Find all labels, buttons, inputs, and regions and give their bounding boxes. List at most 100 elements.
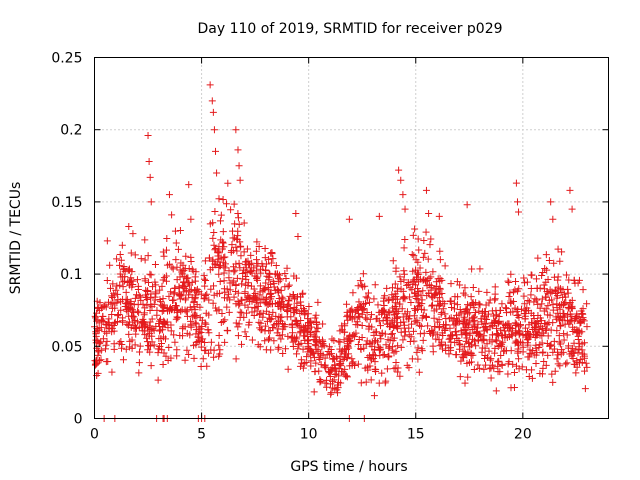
data-point [389, 321, 397, 329]
data-point [210, 353, 218, 361]
data-point [187, 253, 195, 261]
data-point [571, 360, 579, 368]
data-point [397, 176, 405, 184]
data-point [581, 385, 589, 393]
data-point [158, 302, 166, 310]
data-point [274, 345, 282, 353]
data-point [383, 365, 391, 373]
data-point [483, 288, 491, 296]
data-point [394, 342, 402, 350]
data-point [581, 367, 589, 375]
data-point [243, 245, 251, 253]
data-point [210, 282, 218, 290]
data-point [497, 326, 505, 334]
data-point [191, 312, 199, 320]
data-point [343, 300, 351, 308]
data-point [180, 278, 188, 286]
data-point [363, 337, 371, 345]
data-point [389, 343, 397, 351]
data-point [254, 341, 262, 349]
data-point [226, 279, 234, 287]
data-point [559, 310, 567, 318]
data-point [127, 249, 135, 257]
data-point [532, 341, 540, 349]
data-point [316, 375, 324, 383]
data-point [262, 346, 270, 354]
data-point [572, 369, 580, 377]
data-point [418, 345, 426, 353]
data-point [105, 298, 113, 306]
data-point [195, 325, 203, 333]
data-point [428, 302, 436, 310]
data-point [181, 306, 189, 314]
data-point [541, 264, 549, 272]
data-point [312, 345, 320, 353]
data-point [553, 327, 561, 335]
data-point [259, 313, 267, 321]
data-point [215, 195, 223, 203]
data-point [136, 342, 144, 350]
data-point [95, 339, 103, 347]
data-point [188, 278, 196, 286]
data-point [378, 369, 386, 377]
x-axis-label: GPS time / hours [290, 459, 407, 475]
data-point [504, 370, 512, 378]
data-point [427, 273, 435, 281]
data-point [381, 292, 389, 300]
data-point [310, 332, 318, 340]
data-point [120, 277, 128, 285]
data-point [252, 247, 260, 255]
data-point [502, 304, 510, 312]
data-point [428, 301, 436, 309]
data-point [108, 293, 116, 301]
data-point [376, 351, 384, 359]
data-point [507, 331, 515, 339]
data-point [452, 321, 460, 329]
data-point [504, 320, 512, 328]
data-point [571, 326, 579, 334]
data-point [172, 256, 180, 264]
data-point [478, 318, 486, 326]
data-point [533, 284, 541, 292]
data-point [382, 377, 390, 385]
data-point [133, 291, 141, 299]
data-point [539, 349, 547, 357]
data-point [557, 350, 565, 358]
data-point [305, 324, 313, 332]
data-point [165, 343, 173, 351]
data-point [424, 255, 432, 263]
data-point [102, 358, 110, 366]
data-point [331, 361, 339, 369]
data-point [91, 360, 99, 368]
data-point [151, 293, 159, 301]
data-point [482, 361, 490, 369]
data-point [330, 337, 338, 345]
data-point [145, 322, 153, 330]
data-point [487, 355, 495, 363]
data-point [556, 257, 564, 265]
data-point [472, 342, 480, 350]
data-point [492, 311, 500, 319]
data-point [520, 292, 528, 300]
data-point [220, 285, 228, 293]
data-point [261, 327, 269, 335]
data-point [327, 390, 335, 398]
data-point [568, 205, 576, 213]
data-point [103, 337, 111, 345]
data-point [334, 389, 342, 397]
data-point [390, 365, 398, 373]
data-point [356, 313, 364, 321]
data-point [240, 219, 248, 227]
data-point [399, 336, 407, 344]
data-point [232, 355, 240, 363]
data-point [265, 335, 273, 343]
data-point [191, 306, 199, 314]
data-point [229, 234, 237, 242]
data-point [276, 271, 284, 279]
data-point [573, 313, 581, 321]
data-point [508, 325, 516, 333]
data-point [470, 365, 478, 373]
data-point [391, 280, 399, 288]
data-point [253, 299, 261, 307]
data-point [94, 303, 102, 311]
